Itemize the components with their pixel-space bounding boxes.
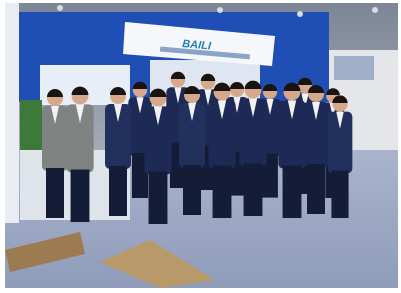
legs xyxy=(331,171,348,219)
light xyxy=(372,7,378,13)
photo: BAILI xyxy=(0,0,401,293)
legs xyxy=(109,166,127,216)
legs xyxy=(46,168,64,218)
image-frame: BAILI xyxy=(5,3,398,288)
legs xyxy=(213,166,232,219)
legs xyxy=(71,170,90,223)
legs xyxy=(149,172,168,225)
legs xyxy=(283,166,302,219)
legs xyxy=(307,164,325,214)
machine-screen xyxy=(334,56,374,80)
page: {"sign": {"brand": "BAILI"}} BAILI xyxy=(0,0,401,293)
legs xyxy=(183,165,201,215)
left-column xyxy=(5,3,19,223)
legs xyxy=(244,164,263,217)
light xyxy=(57,5,63,11)
plant xyxy=(20,100,42,150)
light xyxy=(217,7,223,13)
light xyxy=(297,11,303,17)
